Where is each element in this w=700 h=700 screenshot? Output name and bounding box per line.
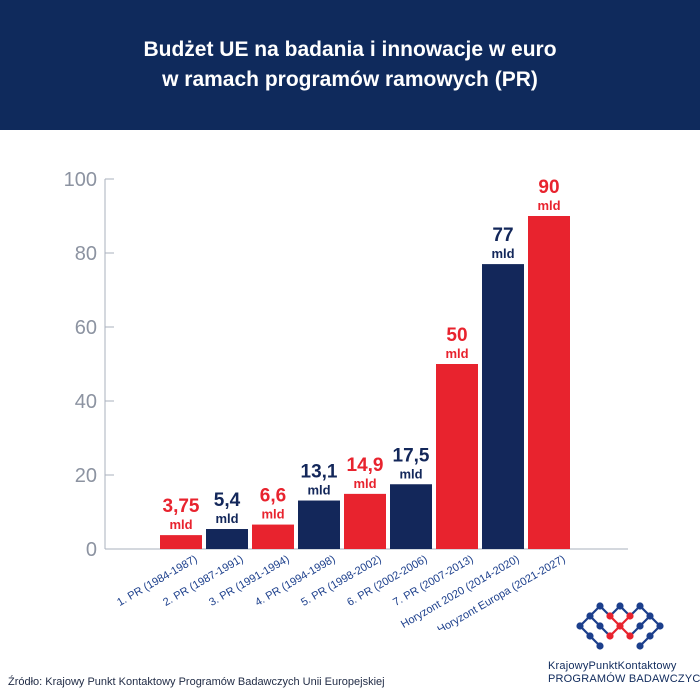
bar-value-label: 90: [538, 177, 559, 198]
bar-unit-label: mld: [307, 483, 330, 498]
x-category-label: 5. PR (1998-2002): [299, 553, 383, 609]
chart-title-line2: w ramach programów ramowych (PR): [162, 68, 538, 91]
bar: [206, 529, 248, 549]
bar: [436, 364, 478, 549]
header-banner: Budżet UE na badania i innowacje w euro …: [0, 0, 700, 130]
bar-value-label: 5,4: [214, 490, 241, 511]
bar-value-label: 17,5: [393, 445, 430, 466]
source-note: Źródło: Krajowy Punkt Kontaktowy Program…: [8, 676, 385, 688]
kpk-logo: KrajowyPunktKontaktowy PROGRAMÓW BADAWCZ…: [540, 592, 700, 692]
chart-title-line1: Budżet UE na badania i innowacje w euro: [143, 38, 557, 61]
network-logo-icon: [576, 602, 664, 650]
y-tick-label: 100: [64, 169, 97, 191]
bar-value-label: 6,6: [260, 486, 286, 507]
bar: [344, 493, 386, 549]
bar-unit-label: mld: [215, 511, 238, 526]
bar-value-label: 50: [446, 325, 467, 346]
bar-unit-label: mld: [261, 507, 284, 522]
bar-unit-label: mld: [353, 476, 376, 491]
y-tick-label: 60: [75, 317, 97, 339]
x-category-label: 3. PR (1991-1994): [207, 553, 291, 609]
bar: [390, 484, 432, 549]
x-category-label: 1. PR (1984-1987): [115, 553, 199, 609]
bar-unit-label: mld: [169, 517, 192, 532]
y-tick-label: 80: [75, 243, 97, 265]
logo-text-line2: PROGRAMÓW BADAWCZYCH UE: [548, 673, 700, 685]
x-category-label: 6. PR (2002-2006): [345, 553, 429, 609]
bar-unit-label: mld: [537, 198, 560, 213]
bar: [528, 216, 570, 549]
bar-value-label: 13,1: [301, 462, 338, 483]
bar: [160, 535, 202, 549]
logo-text-line1: KrajowyPunktKontaktowy: [548, 660, 677, 672]
y-tick-label: 0: [86, 539, 97, 561]
bar: [298, 500, 340, 549]
bar: [252, 524, 294, 549]
x-category-label: 4. PR (1994-1998): [253, 553, 337, 609]
bar-unit-label: mld: [445, 346, 468, 361]
bar-unit-label: mld: [491, 246, 514, 261]
y-tick-label: 20: [75, 465, 97, 487]
bar-value-label: 3,75: [163, 496, 200, 517]
y-tick-label: 40: [75, 391, 97, 413]
bar-value-label: 77: [492, 225, 513, 246]
x-category-label: 2. PR (1987-1991): [161, 553, 245, 609]
bar-value-label: 14,9: [347, 455, 384, 476]
bar-unit-label: mld: [399, 466, 422, 481]
bar: [482, 264, 524, 549]
